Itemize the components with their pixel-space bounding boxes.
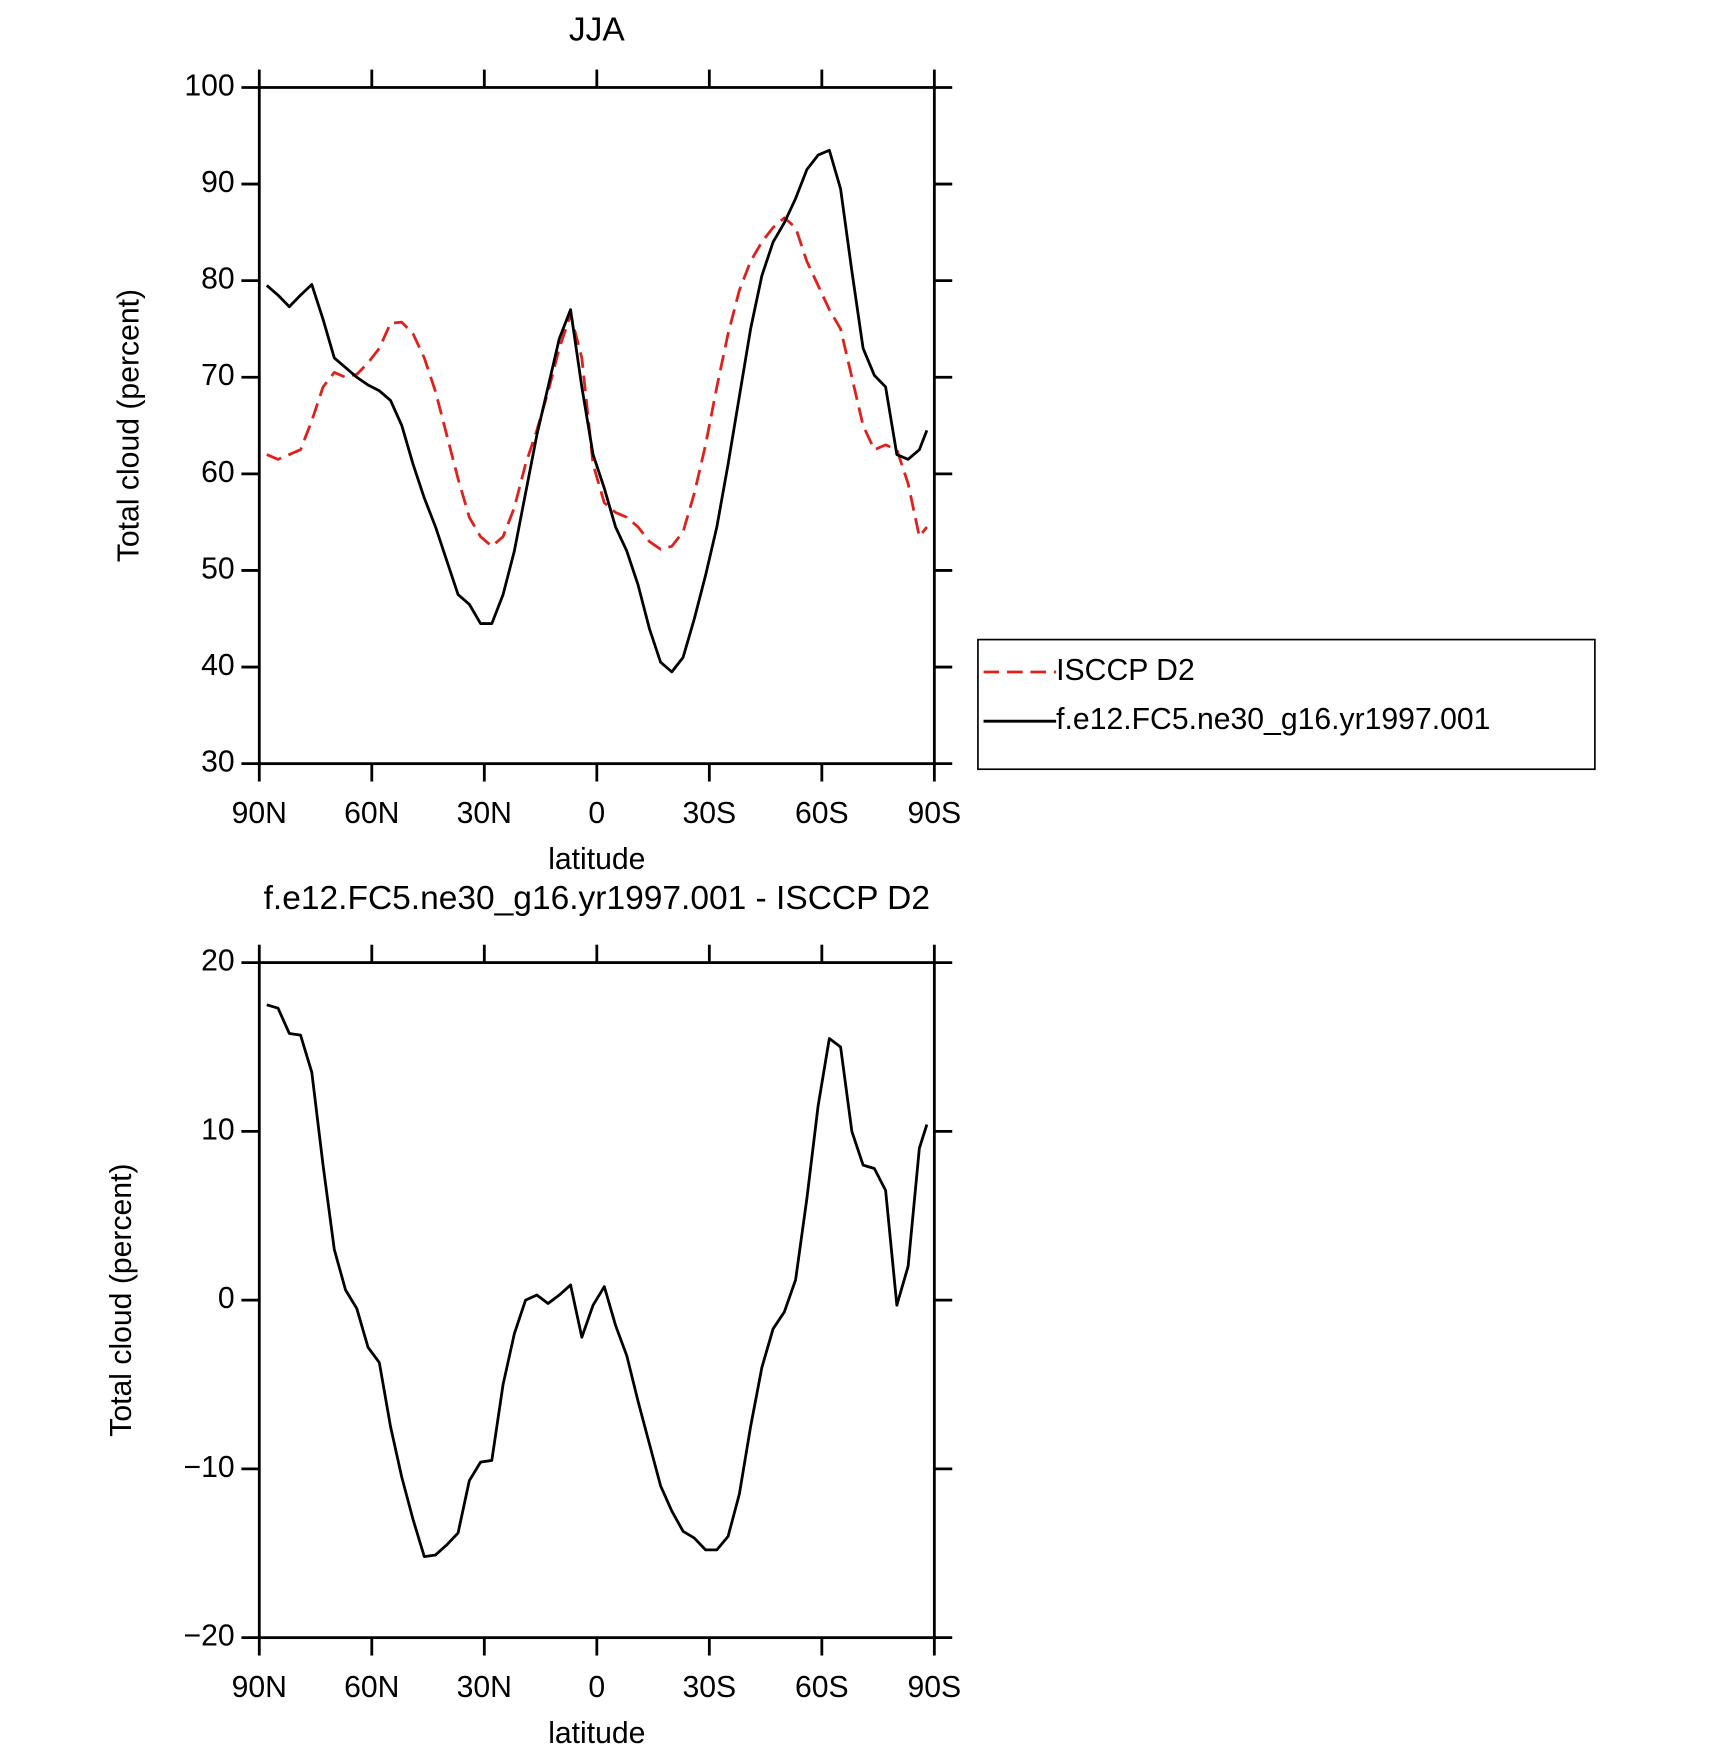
x-tick-label: 60N [344,1671,399,1704]
x-tick-label: 30N [457,797,512,830]
y-tick-label: 60 [201,456,235,489]
x-tick-label: 30N [457,1671,512,1704]
y-tick-label: 40 [201,649,235,682]
x-tick-label: 60S [795,797,849,830]
y-tick-label: 80 [201,263,235,296]
x-tick-label: 60S [795,1671,849,1704]
y-axis-label: Total cloud (percent) [105,1164,138,1437]
chart-title: f.e12.FC5.ne30_g16.yr1997.001 - ISCCP D2 [264,880,930,917]
data-line [265,148,929,674]
chart-title: JJA [569,11,626,48]
x-tick-label: 90S [908,797,962,830]
y-tick-label: 100 [184,69,234,102]
data-line [266,1003,929,1559]
x-tick-label: 90N [232,1671,287,1704]
x-tick-label: 0 [588,1671,605,1704]
x-axis-label: latitude [548,843,645,876]
x-tick-label: 60N [344,797,399,830]
y-axis-label: Total cloud (percent) [113,289,146,562]
x-tick-label: 90S [908,1671,962,1704]
legend-label: ISCCP D2 [1056,654,1195,687]
x-axis-label: latitude [548,1717,645,1750]
x-tick-label: 0 [588,797,605,830]
legend-label: f.e12.FC5.ne30_g16.yr1997.001 [1056,703,1490,736]
y-tick-label: 50 [201,552,235,585]
data-line [266,216,928,551]
x-tick-label: 30S [682,1671,736,1704]
y-tick-label: 0 [218,1282,235,1315]
x-tick-label: 30S [682,797,736,830]
y-tick-label: −20 [184,1620,235,1653]
legend-box [977,638,1596,771]
plot-frame [257,86,936,766]
y-tick-label: 10 [201,1113,235,1146]
y-tick-label: 70 [201,359,235,392]
x-tick-label: 90N [232,797,287,830]
y-tick-label: −10 [184,1451,235,1484]
y-tick-label: 20 [201,945,235,978]
y-tick-label: 90 [201,166,235,199]
y-tick-label: 30 [201,746,235,779]
